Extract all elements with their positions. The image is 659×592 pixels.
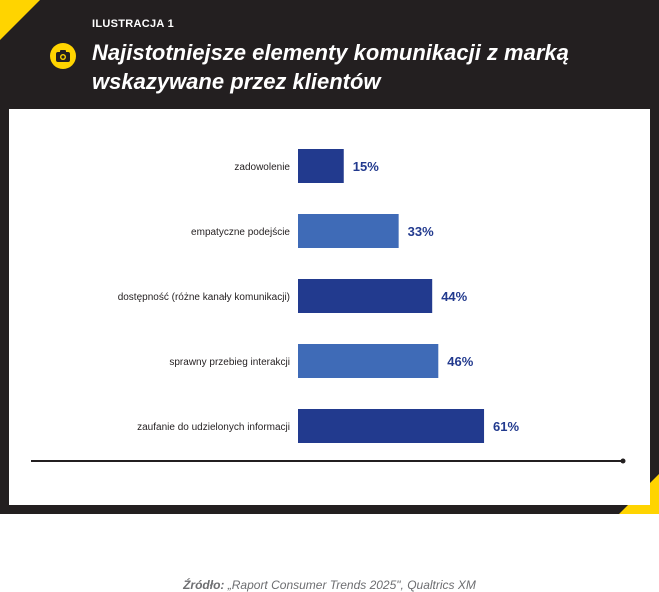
- chart-title: Najistotniejsze elementy komunikacji z m…: [92, 40, 569, 94]
- corner-accent-top-left: [0, 0, 40, 40]
- value-label: 61%: [493, 419, 519, 434]
- category-label: dostępność (różne kanały komunikacji): [118, 292, 290, 303]
- bar-chart: zadowolenie 15% empatyczne podejście 33% dos…: [31, 149, 626, 464]
- category-label: zaufanie do udzielonych informacji: [137, 422, 290, 433]
- value-label: 46%: [447, 354, 473, 369]
- category-label: empatyczne podejście: [191, 227, 290, 238]
- value-label: 44%: [441, 289, 467, 304]
- source-note: Źródło: „Raport Consumer Trends 2025", Q…: [9, 578, 650, 592]
- bar-4: [298, 344, 439, 378]
- illustration-label: ILUSTRACJA 1: [92, 18, 175, 30]
- bar-2: [298, 214, 399, 248]
- source-label: Źródło:: [183, 578, 225, 592]
- camera-icon: [50, 43, 76, 69]
- chart-panel: zadowolenie 15% empatyczne podejście 33% dos…: [9, 109, 650, 592]
- bar-5: [298, 409, 485, 443]
- bar-1: [298, 149, 344, 183]
- value-label: 15%: [353, 159, 379, 174]
- baseline-dot: [620, 458, 626, 464]
- category-label: zadowolenie: [234, 162, 290, 173]
- source-text: „Raport Consumer Trends 2025", Qualtrics…: [224, 578, 476, 592]
- bar-3: [298, 279, 433, 313]
- category-label: sprawny przebieg interakcji: [169, 357, 290, 368]
- value-label: 33%: [408, 224, 434, 239]
